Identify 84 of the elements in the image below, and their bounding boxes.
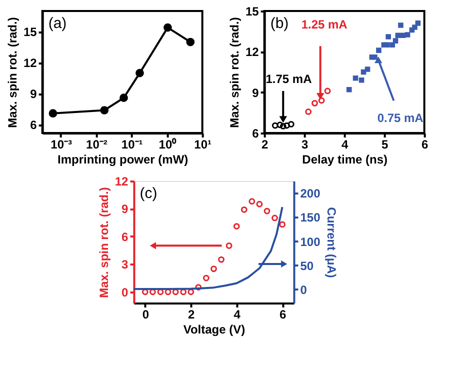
y-tick-label: 6 [30, 118, 38, 132]
x-tick-label: 0 [142, 308, 150, 322]
y-tick-label: 15 [245, 4, 260, 18]
point [398, 22, 404, 28]
y2-tick-label: 0 [300, 283, 308, 297]
x-tick-label: 5 [381, 138, 388, 152]
chart-title: (a) [48, 15, 67, 32]
y-tick-label: 12 [114, 174, 129, 188]
y2-tick-label: 200 [300, 186, 321, 201]
point [392, 38, 398, 44]
point [272, 122, 278, 129]
x-tick-label: 3 [301, 138, 308, 152]
x-tick-label: 6 [279, 308, 286, 322]
x-tick-label: 4 [234, 308, 241, 322]
x-tick-label: 2 [261, 138, 268, 152]
y-tick-label: 12 [23, 56, 38, 70]
y-tick-label: 6 [122, 230, 129, 244]
x-axis-title: Imprinting power (mW) [58, 152, 188, 166]
y-tick-label: 6 [252, 126, 260, 140]
x-tick-label: 10⁻² [86, 138, 108, 152]
point [276, 122, 284, 128]
x-axis-title: Delay time (ns) [302, 152, 388, 166]
point [280, 123, 286, 130]
point [180, 288, 187, 296]
point [288, 120, 294, 128]
point [264, 208, 270, 214]
point [210, 266, 217, 272]
x-tick-label: 10¹ [194, 138, 212, 152]
point [226, 242, 232, 249]
y-axis-title: Max. spin rot. (rad.) [96, 187, 111, 298]
x-tick-label: 4 [341, 138, 348, 152]
point [318, 97, 325, 104]
y-tick-label: 12 [245, 45, 260, 60]
y-tick-label: 9 [252, 86, 260, 100]
y2-tick-label: 50 [300, 258, 314, 273]
point [272, 214, 278, 222]
line-series [134, 206, 284, 290]
y-tick-label: 3 [122, 258, 129, 272]
point [164, 288, 172, 296]
point [372, 54, 378, 60]
x-tick-label: 6 [421, 138, 428, 152]
y-tick-label: 9 [30, 87, 38, 102]
point [233, 223, 240, 230]
point [284, 122, 290, 129]
point [256, 200, 263, 208]
point [358, 77, 364, 83]
chart-title: (c) [140, 185, 158, 202]
x-axis-title: Voltage (V) [183, 322, 246, 336]
point [312, 100, 318, 106]
point [415, 20, 421, 26]
annotation: 1.75 mA [266, 72, 312, 86]
point [324, 88, 331, 94]
point [412, 24, 418, 30]
y-axis-title: Max. spin rot. (rad.) [5, 17, 20, 128]
point [384, 42, 390, 48]
chart-title: (b) [270, 15, 289, 32]
point [218, 256, 224, 263]
point [248, 198, 256, 205]
point [279, 221, 286, 228]
point [390, 42, 395, 48]
x-tick-label: 2 [188, 308, 196, 322]
point [240, 206, 248, 213]
y2-tick-label: 150 [300, 210, 321, 225]
y-tick-label: 0 [122, 285, 129, 300]
point [364, 66, 370, 72]
point [346, 86, 352, 92]
point [188, 288, 194, 296]
point [202, 274, 210, 282]
x-tick-label: 10⁰ [158, 138, 178, 152]
point [376, 48, 382, 53]
point [386, 34, 391, 40]
y2-tick-label: 100 [300, 234, 321, 249]
point [195, 284, 202, 290]
point [404, 32, 410, 38]
y-tick-label: 15 [23, 25, 38, 40]
annotation: 1.25 mA [301, 18, 348, 32]
y-axis-title: Max. spin rot. (rad.) [227, 17, 242, 128]
point [172, 288, 179, 296]
annotation: 0.75 mA [377, 111, 424, 126]
y2-axis-title: Current (μA) [324, 207, 338, 278]
x-tick-label: 10⁻³ [50, 138, 72, 152]
x-tick-label: 10⁻¹ [121, 138, 143, 152]
point [305, 108, 312, 115]
y-tick-label: 9 [122, 202, 129, 216]
